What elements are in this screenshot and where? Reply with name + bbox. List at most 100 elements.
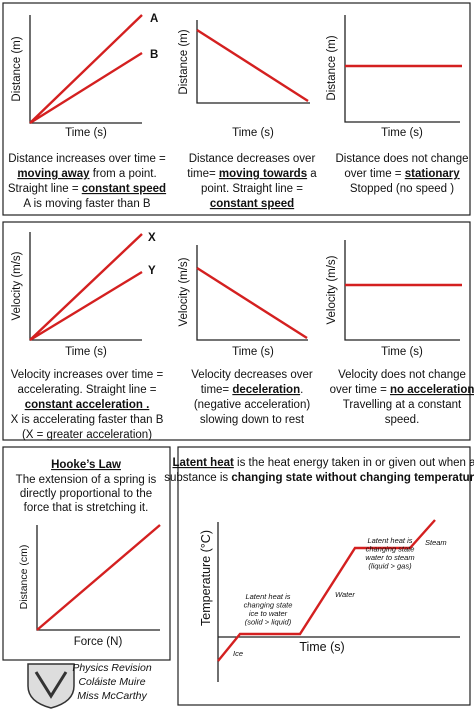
emphasis: constant speed	[210, 198, 294, 210]
emphasis: deceleration	[232, 384, 300, 396]
graph-line	[36, 524, 161, 631]
text-line: speed.	[385, 414, 420, 426]
text-line: Straight line = constant speed	[8, 183, 166, 195]
y-axis-label: Distance (m)	[326, 35, 338, 100]
text-line: Distance increases over time =	[8, 153, 166, 165]
axes	[196, 245, 308, 341]
x-axis-label: Time (s)	[65, 127, 107, 139]
text-line: over time = no acceleration	[330, 384, 474, 396]
text: Travelling at a constant	[343, 399, 462, 411]
hooke-title: Hooke’s Law	[51, 459, 121, 471]
text-line: Distance decreases over	[189, 153, 316, 165]
text: (liquid > gas)	[368, 562, 412, 571]
emphasis: Latent heat	[172, 457, 234, 469]
text: point. Straight line =	[201, 183, 303, 195]
school-logo	[27, 663, 75, 709]
text-line: A is moving faster than B	[23, 198, 151, 210]
text: Distance increases over time =	[8, 153, 166, 165]
graph-line	[196, 266, 308, 340]
text: Physics Revision	[72, 662, 152, 674]
text-line: Latent heat is the heat energy taken in …	[172, 457, 474, 469]
text-line: constant speed	[210, 198, 294, 210]
y-axis-label: Distance (m)	[178, 29, 190, 94]
phase-label: Steam	[425, 538, 447, 547]
text-line: Travelling at a constant	[343, 399, 462, 411]
text-line: Latent heat is	[367, 536, 412, 545]
text-line: ice to water	[249, 609, 288, 618]
text-line: point. Straight line =	[201, 183, 303, 195]
text: Velocity decreases over	[191, 369, 313, 381]
axes	[344, 240, 460, 341]
text: Distance decreases over	[189, 153, 316, 165]
text-line: Velocity increases over time =	[11, 369, 164, 381]
heating-curve	[217, 519, 436, 662]
text-line: moving away from a point.	[17, 168, 156, 180]
line-label: B	[150, 49, 158, 61]
x-axis-label: Time (s)	[65, 346, 107, 358]
text-line: time= deceleration.	[201, 384, 304, 396]
velocity-panel	[2, 221, 471, 441]
line-label: A	[150, 13, 158, 25]
text: ice to water	[249, 609, 288, 618]
text-line: slowing down to rest	[200, 414, 305, 426]
text-line: (negative acceleration)	[194, 399, 311, 411]
text-line: Velocity decreases over	[191, 369, 313, 381]
text: from a point.	[90, 168, 157, 180]
text-line: Miss McCarthy	[77, 690, 147, 702]
text-line: Coláiste Muire	[78, 676, 145, 688]
text-line: Physics Revision	[72, 662, 152, 674]
axes	[344, 15, 460, 123]
distance-panel	[2, 2, 471, 216]
text-line: time= moving towards a	[187, 168, 317, 180]
x-axis-label: Force (N)	[74, 636, 123, 648]
text: is the heat energy taken in or given out…	[234, 457, 474, 469]
emphasis: stationary	[405, 168, 461, 180]
text: A is moving faster than B	[23, 198, 151, 210]
latent-panel	[177, 446, 471, 706]
text: slowing down to rest	[200, 414, 305, 426]
emphasis: constant speed	[82, 183, 166, 195]
y-axis-label: Velocity (m/s)	[178, 257, 190, 326]
text-line: substance is changing state without chan…	[164, 472, 474, 484]
text: substance is	[164, 472, 231, 484]
text-line: X is accelerating faster than B	[11, 414, 164, 426]
text: Miss McCarthy	[77, 690, 147, 702]
emphasis: changing state without changing temperat…	[231, 472, 474, 484]
text-line: accelerating. Straight line =	[17, 384, 156, 396]
text: time=	[187, 168, 219, 180]
text-line: Stopped (no speed )	[350, 183, 454, 195]
text: .	[300, 384, 303, 396]
axes	[217, 522, 460, 682]
text: Velocity increases over time =	[11, 369, 164, 381]
y-axis-label: Velocity (m/s)	[326, 255, 338, 324]
y-axis-label: Velocity (m/s)	[11, 251, 23, 320]
text-line: Latent heat is	[245, 592, 290, 601]
text-line: (X = greater acceleration)	[22, 429, 152, 441]
text: a	[307, 168, 317, 180]
text: Coláiste Muire	[78, 676, 145, 688]
x-axis-label: Time (s)	[232, 346, 274, 358]
text: X is accelerating faster than B	[11, 414, 164, 426]
emphasis: constant acceleration .	[25, 399, 150, 411]
text-line: changing state	[366, 545, 415, 554]
text-line: The extension of a spring is	[16, 474, 157, 486]
emphasis: moving towards	[219, 168, 307, 180]
text: The extension of a spring is	[16, 474, 157, 486]
text: (solid > liquid)	[245, 618, 292, 627]
text: over time =	[344, 168, 404, 180]
text: Velocity does not change	[338, 369, 466, 381]
phase-label: Ice	[233, 649, 243, 658]
text-line: changing state	[244, 601, 293, 610]
text: over time =	[330, 384, 390, 396]
graph-line	[29, 233, 143, 342]
graph-line	[29, 14, 143, 125]
text: Straight line =	[8, 183, 82, 195]
emphasis: moving away	[17, 168, 90, 180]
y-axis-label: Distance (m)	[11, 36, 23, 101]
emphasis: no acceleration	[390, 384, 474, 396]
phase-label: Water	[335, 590, 355, 599]
text-line: force that is stretching it.	[24, 502, 149, 514]
text-line: constant acceleration .	[25, 399, 150, 411]
text-line: Velocity does not change	[338, 369, 466, 381]
line-label: Y	[148, 265, 156, 277]
